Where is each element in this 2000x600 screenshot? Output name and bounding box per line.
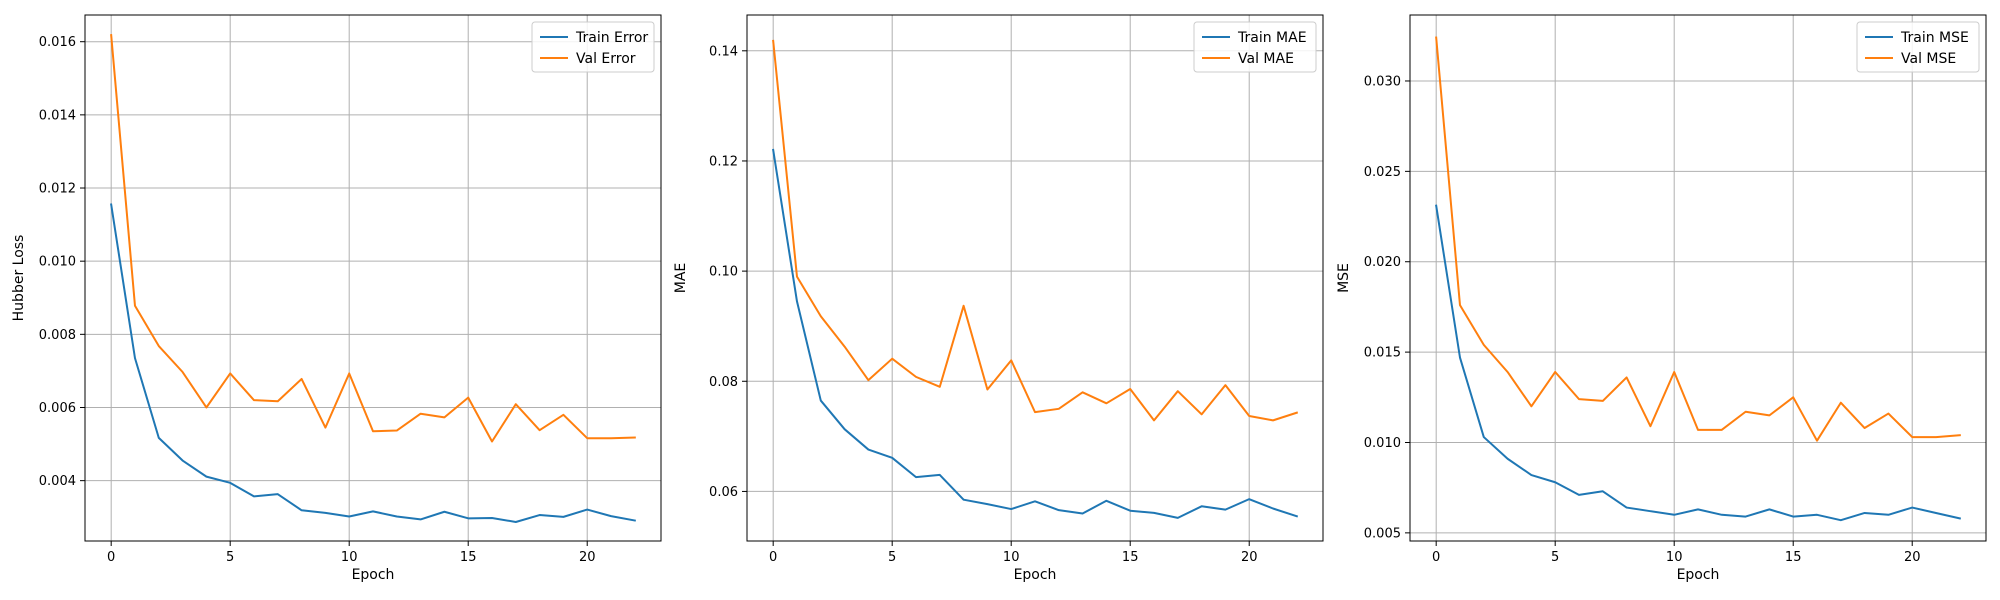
legend-label: Train MSE xyxy=(1900,30,1969,46)
x-tick-label: 5 xyxy=(1551,550,1559,565)
x-tick-label: 15 xyxy=(1122,550,1139,565)
plot-frame xyxy=(1409,14,1987,542)
legend-box xyxy=(1193,21,1317,73)
y-tick-label: 0.025 xyxy=(1364,165,1401,180)
legend-label: Val MSE xyxy=(1901,51,1956,67)
y-axis-label: Hubber Loss xyxy=(11,235,27,322)
series-line-train-error xyxy=(110,203,636,523)
y-tick-label: 0.08 xyxy=(709,375,738,390)
y-tick-label: 0.008 xyxy=(39,328,76,343)
series-line-train-mse xyxy=(1435,204,1962,522)
series-line-val-mse xyxy=(1435,36,1961,442)
x-axis-label: Epoch xyxy=(1677,567,1720,583)
x-tick-label: 0 xyxy=(1432,550,1440,565)
plot-frame xyxy=(84,14,662,542)
x-tick-label: 0 xyxy=(769,550,777,565)
x-tick-label: 0 xyxy=(107,550,115,565)
legend: Train MSE Val MSE xyxy=(1856,21,1980,73)
x-axis-label: Epoch xyxy=(352,567,395,583)
legend-label: Val MAE xyxy=(1238,51,1294,67)
legend-box xyxy=(531,21,655,73)
x-tick-label: 20 xyxy=(579,550,596,565)
x-tick-label: 20 xyxy=(1904,550,1921,565)
y-tick-label: 0.004 xyxy=(39,474,76,489)
y-tick-label: 0.12 xyxy=(709,154,738,169)
y-axis-label: MSE xyxy=(1336,263,1352,293)
y-tick-label: 0.020 xyxy=(1364,255,1401,270)
y-tick-label: 0.06 xyxy=(709,485,738,500)
x-tick-label: 20 xyxy=(1241,550,1258,565)
series-line-val-error xyxy=(110,34,636,443)
y-axis-label: MAE xyxy=(673,263,689,294)
y-tick-label: 0.14 xyxy=(709,44,738,59)
x-tick-label: 10 xyxy=(1666,550,1683,565)
y-tick-label: 0.030 xyxy=(1364,74,1401,89)
x-tick-label: 15 xyxy=(1785,550,1802,565)
series-line-val-mae xyxy=(772,39,1299,422)
y-tick-label: 0.010 xyxy=(1364,436,1401,451)
legend: Train MAE Val MAE xyxy=(1193,21,1317,73)
x-tick-label: 10 xyxy=(1003,550,1020,565)
y-tick-label: 0.014 xyxy=(39,108,76,123)
legend-label: Val Error xyxy=(576,51,636,67)
chart-panel-1: 0 5 10 15 20 0.004 0.006 0.008 0.010 0.012 0.014 0.… xyxy=(11,14,662,583)
x-tick-label: 5 xyxy=(226,550,234,565)
y-tick-label: 0.005 xyxy=(1364,526,1401,541)
y-tick-label: 0.012 xyxy=(39,182,76,197)
plot-frame xyxy=(746,14,1324,542)
x-tick-label: 5 xyxy=(888,550,896,565)
legend-label: Train MAE xyxy=(1237,30,1307,46)
x-tick-label: 10 xyxy=(341,550,358,565)
series-line-train-mae xyxy=(772,148,1299,519)
y-tick-label: 0.10 xyxy=(709,265,738,280)
y-tick-label: 0.010 xyxy=(39,255,76,270)
chart-panel-2: 0 5 10 15 20 0.06 0.08 0.10 0.12 0.14 Epoch MAE Trai… xyxy=(673,14,1324,583)
y-tick-label: 0.015 xyxy=(1364,346,1401,361)
legend: Train Error Val Error xyxy=(531,21,655,73)
chart-panel-3: 0 5 10 15 20 0.005 0.010 0.015 0.020 0.025 0.030 Ep… xyxy=(1336,14,1987,583)
x-tick-label: 15 xyxy=(460,550,477,565)
legend-box xyxy=(1856,21,1980,73)
y-tick-label: 0.016 xyxy=(39,35,76,50)
legend-label: Train Error xyxy=(575,30,648,46)
y-tick-label: 0.006 xyxy=(39,401,76,416)
x-axis-label: Epoch xyxy=(1014,567,1057,583)
